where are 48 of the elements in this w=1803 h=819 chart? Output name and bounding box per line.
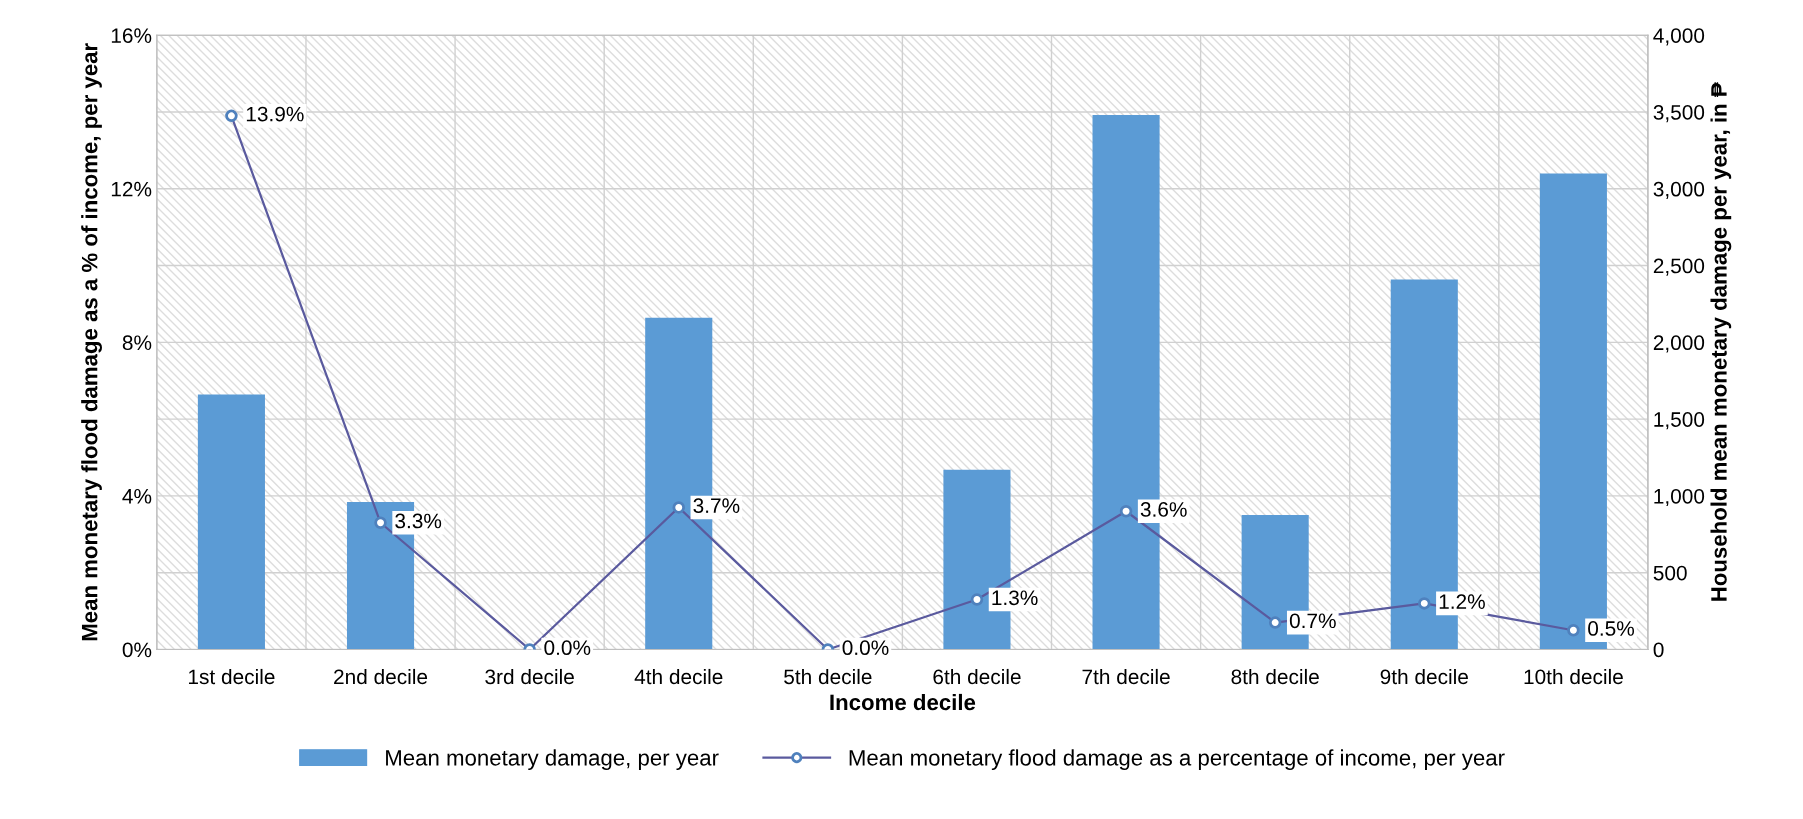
data-label: 3.7% [693,498,740,514]
y-tick-label: 0% [122,642,152,658]
data-label: 13.9% [246,106,304,122]
y-tick-label: 4% [122,489,152,504]
point [374,516,387,530]
legend-label: Mean monetary damage, per year [386,749,719,771]
x-tick-label: 4th decile [634,668,723,685]
x-tick-label: 6th decile [933,668,1021,685]
y2-axis-title: Household mean monetary damage per year, in ₱ [1710,82,1732,601]
x-tick-label: 2nd decile [334,668,428,685]
x-tick-label: 9th decile [1380,668,1468,685]
data-label: 0.0% [842,640,889,656]
point [1119,505,1133,518]
y2-tick-label: 3,500 [1653,105,1705,123]
x-tick-label: 1st decile [189,668,275,685]
bar [197,394,265,650]
y-tick-label: 12% [111,181,152,197]
x-tick-label: 7th decile [1082,668,1170,685]
point [672,501,685,514]
y-tick-label: 8% [122,335,152,351]
data-label: 1.2% [1439,594,1485,609]
y-axis-title: Mean monetary flood damage as a % of income, per year [81,43,102,641]
data-label: 0.7% [1289,613,1336,629]
point [225,109,238,123]
legend-label: Mean monetary flood damage as a percentage of income, per year [849,749,1505,771]
x-axis-title: Income decile [830,693,976,711]
point [1268,616,1282,629]
x-tick-label: 3rd decile [485,668,574,685]
y2-tick-label: 2,500 [1653,258,1705,276]
x-tick-label: 8th decile [1231,668,1319,685]
data-label: 3.3% [395,513,442,529]
data-label: 0.5% [1588,621,1635,636]
x-tick-label: 5th decile [784,668,872,685]
y2-tick-label: 3,000 [1653,181,1705,199]
y2-tick-label: 1,000 [1654,488,1705,507]
y2-tick-label: 500 [1653,565,1687,581]
data-label: 1.3% [992,590,1038,606]
data-label: 3.6% [1140,502,1187,517]
y2-tick-label: 1,500 [1654,412,1705,430]
point [1418,597,1431,610]
y2-tick-label: 4,000 [1653,28,1705,46]
y-tick-label: 16% [111,28,152,43]
point [1567,624,1580,637]
y2-tick-label: 0 [1653,642,1664,658]
data-label: 0.0% [544,640,591,656]
x-tick-label: 10th decile [1524,668,1623,685]
point [970,593,984,606]
y2-tick-label: 2,000 [1653,335,1705,353]
